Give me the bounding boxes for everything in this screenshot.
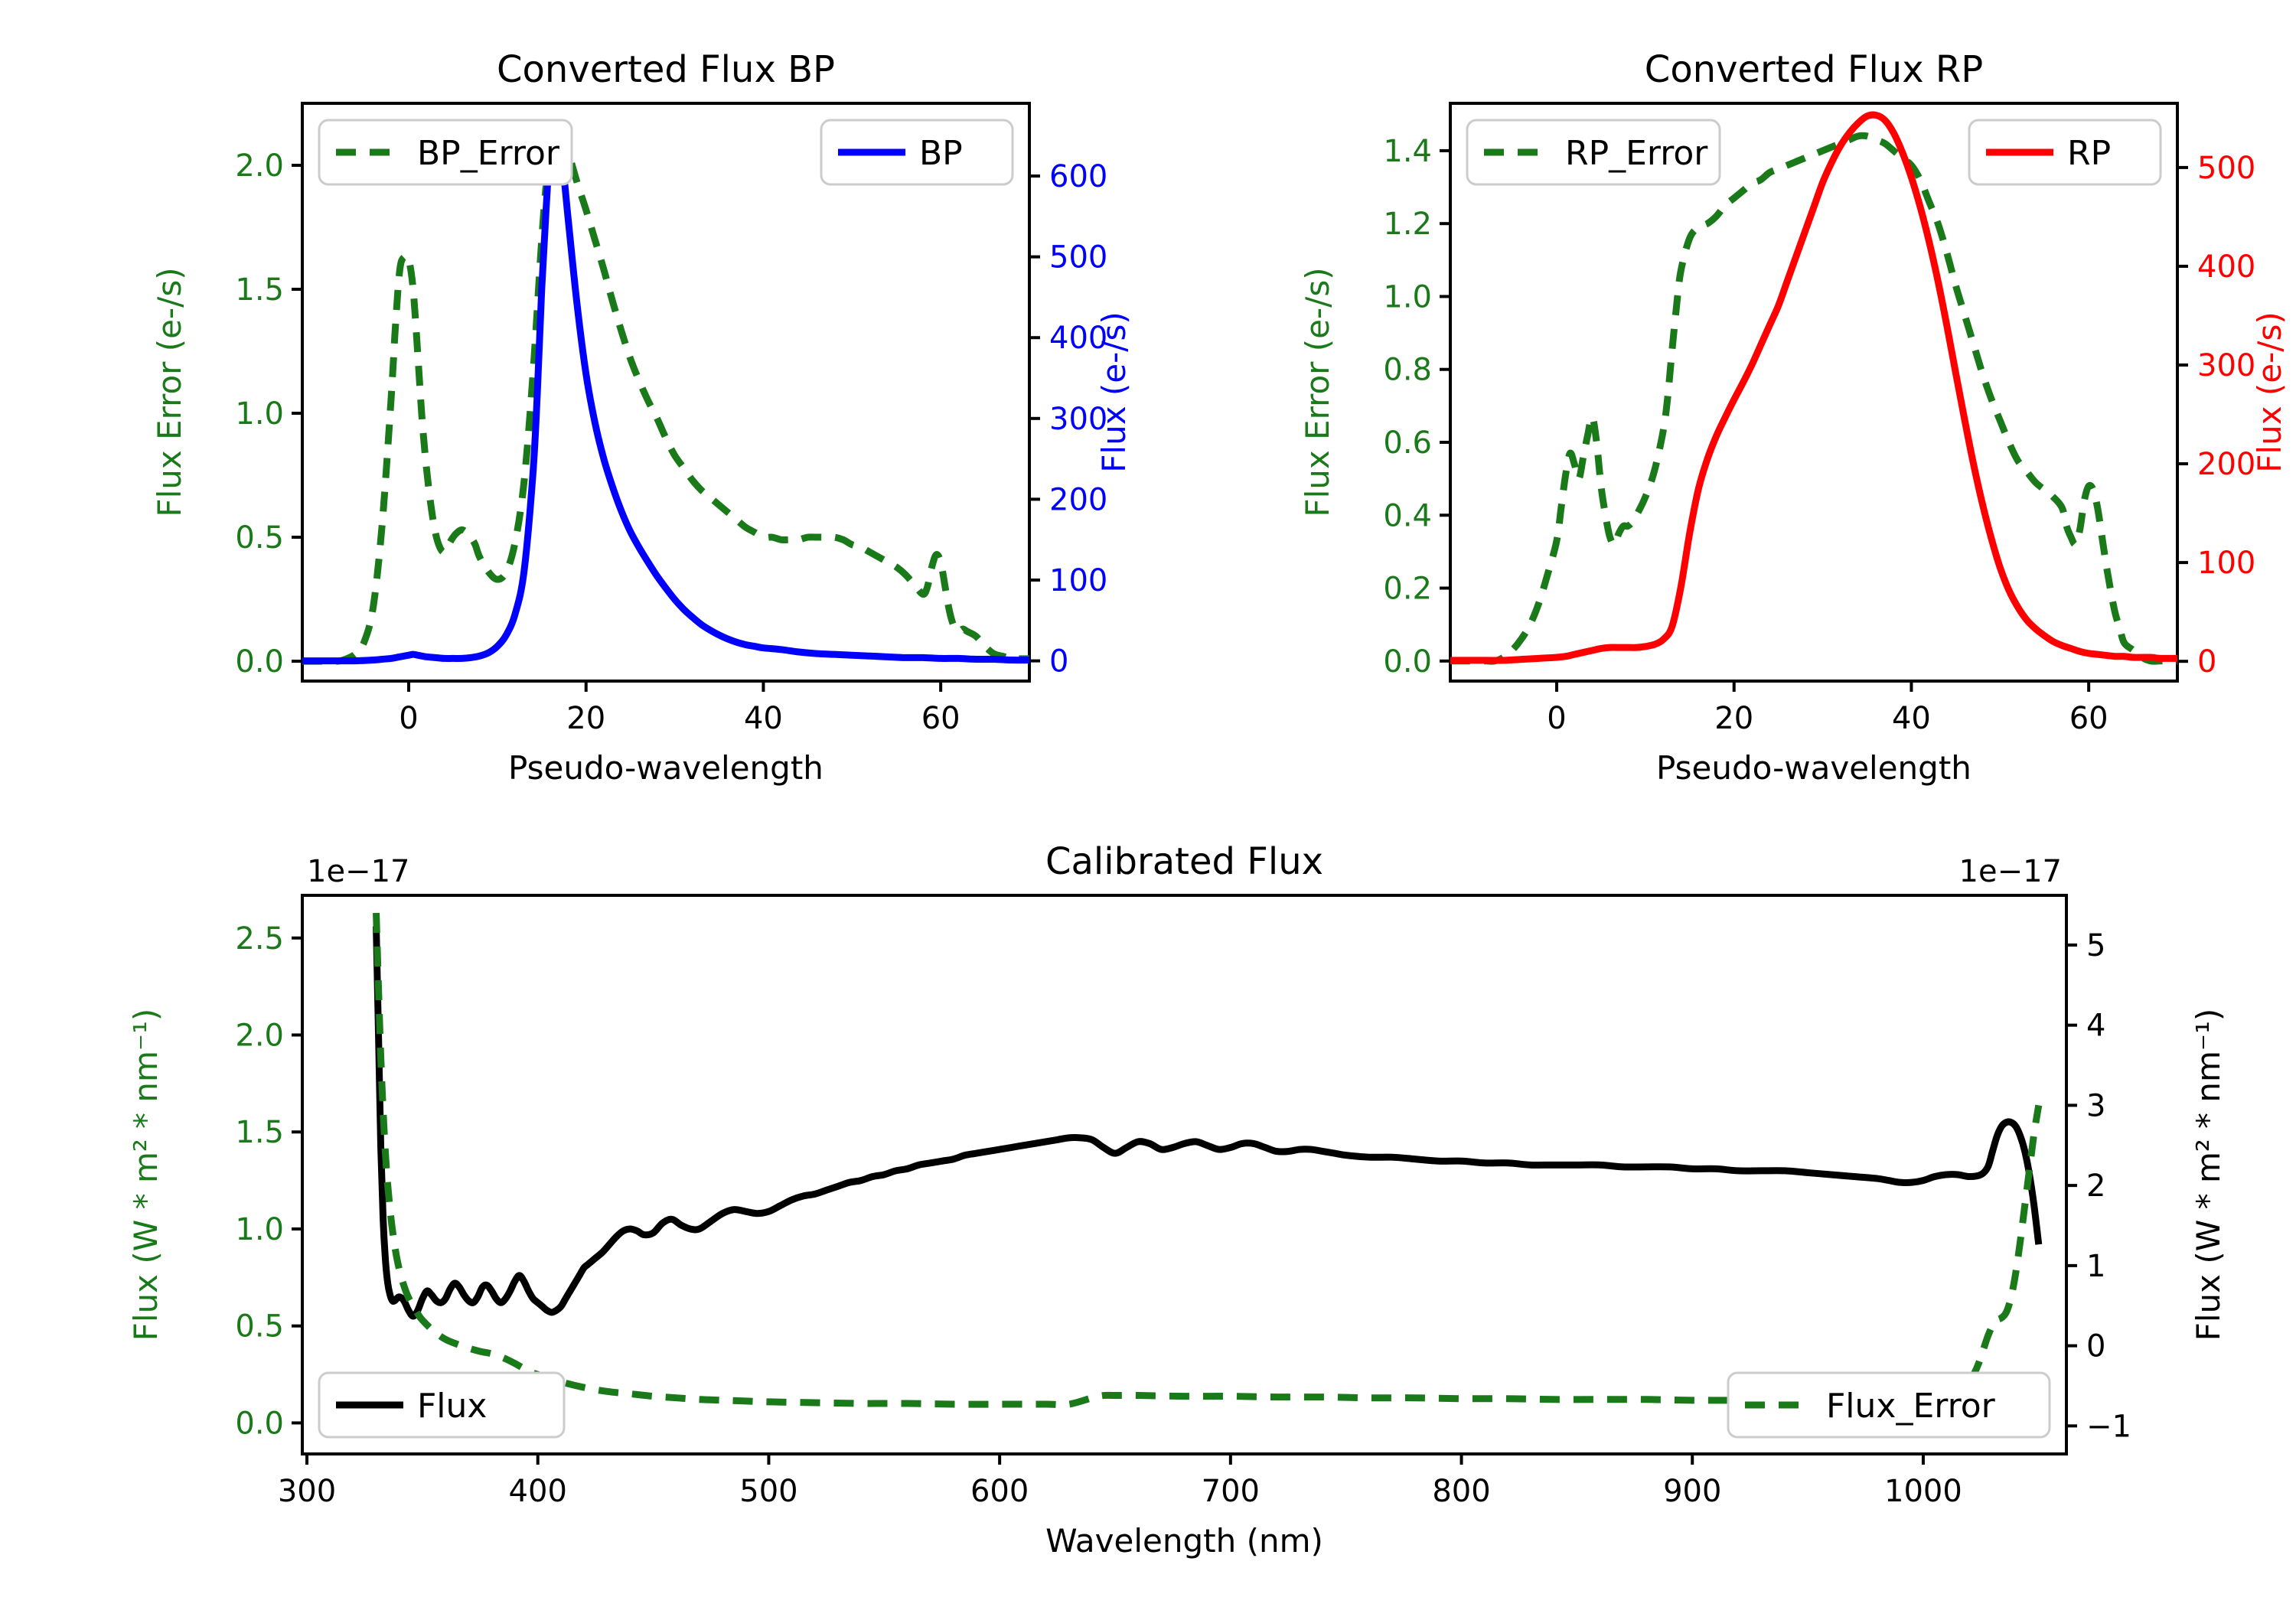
x-tick-label: 20 <box>1714 701 1753 736</box>
x-axis-label: Wavelength (nm) <box>1045 1522 1323 1560</box>
y-tick-label-right: 5 <box>2086 928 2105 963</box>
x-tick-label: 500 <box>739 1474 797 1509</box>
y-tick-label-right: 300 <box>1049 402 1107 437</box>
legend-box[interactable] <box>318 1371 566 1439</box>
x-tick-label: 700 <box>1202 1474 1260 1509</box>
y-axis-left-label: Flux Error (e-/s) <box>1299 267 1336 517</box>
legend-label-flux: Flux <box>417 1387 487 1426</box>
plot-frame <box>301 894 2068 1455</box>
y-tick-label-left: 1.0 <box>235 1212 284 1247</box>
chart-title: Converted Flux RP <box>1645 48 1983 91</box>
y-tick-label-left: 1.4 <box>1383 134 1432 169</box>
legend-label-bp: BP <box>919 134 963 173</box>
x-tick-label: 20 <box>566 701 605 736</box>
x-axis-label: Pseudo-wavelength <box>1656 749 1971 787</box>
y-axis-left-offset-label: 1e−17 <box>307 854 409 889</box>
y-tick-label-left: 1.0 <box>235 396 284 432</box>
y-tick-label-right: 200 <box>2197 447 2255 482</box>
y-tick-label-right: 0 <box>2197 644 2216 680</box>
y-axis-right-label: Flux (e-/s) <box>1095 311 1133 472</box>
y-tick-label-right: 300 <box>2197 348 2255 383</box>
y-axis-right-label: Flux (W * m² * nm⁻¹) <box>2190 1009 2227 1341</box>
subplot-calibrated-flux: Calibrated Flux 1e−17 1e−17 300 400 500 600 700… <box>0 819 2296 1607</box>
y-tick-label-right: −1 <box>2086 1409 2131 1444</box>
legend-box[interactable] <box>1466 119 1721 186</box>
y-tick-label-left: 0.4 <box>1383 498 1432 533</box>
y-tick-label-right: 0 <box>1049 644 1068 680</box>
x-tick-label: 900 <box>1663 1474 1721 1509</box>
x-tick-label: 300 <box>278 1474 336 1509</box>
subplot-converted-flux-rp: Converted Flux RP 0 20 40 60 Pseudo-wavelengt… <box>1148 46 2296 819</box>
x-tick-label: 0 <box>399 701 418 736</box>
y-tick-label-left: 0.0 <box>1383 644 1432 680</box>
legend-box[interactable] <box>318 119 573 186</box>
x-tick-label: 600 <box>970 1474 1029 1509</box>
y-tick-label-right: 2 <box>2086 1169 2105 1204</box>
chart-svg-calibrated: Calibrated Flux 1e−17 1e−17 300 400 500 600 700… <box>127 840 2227 1560</box>
y-tick-label-left: 0.2 <box>1383 572 1432 607</box>
chart-svg-rp: Converted Flux RP 0 20 40 60 Pseudo-wavelengt… <box>1299 48 2288 787</box>
series-line-flux <box>373 926 2043 1320</box>
y-tick-label-left: 1.0 <box>1383 279 1432 315</box>
series-line-bp <box>302 124 1029 665</box>
x-tick-label: 60 <box>921 701 960 736</box>
y-tick-label-right: 200 <box>1049 482 1107 517</box>
y-tick-label-left: 0.5 <box>235 1309 284 1345</box>
chart-title: Calibrated Flux <box>1045 840 1323 883</box>
y-tick-label-left: 0.5 <box>235 520 284 556</box>
y-tick-label-right: 400 <box>1049 321 1107 356</box>
series-line-bp_error <box>302 128 1029 665</box>
legend-label-flux_error: Flux_Error <box>1826 1387 1996 1426</box>
y-tick-label-right: 400 <box>2197 249 2255 285</box>
x-tick-label: 0 <box>1547 701 1566 736</box>
y-tick-label-right: 0 <box>2086 1329 2105 1364</box>
y-axis-right-label: Flux (e-/s) <box>2251 311 2288 472</box>
y-tick-label-right: 500 <box>1049 240 1107 275</box>
y-axis-left-label: Flux Error (e-/s) <box>151 267 188 517</box>
y-tick-label-left: 2.0 <box>235 1019 284 1054</box>
series-line-flux_error <box>373 912 2043 1409</box>
legend-label-rp_error: RP_Error <box>1565 134 1708 173</box>
plot-frame <box>301 102 1031 683</box>
y-tick-label-right: 3 <box>2086 1088 2105 1123</box>
series-line-rp_error <box>1450 132 2177 665</box>
x-tick-label: 40 <box>1892 701 1931 736</box>
x-tick-label: 60 <box>2069 701 2108 736</box>
subplot-converted-flux-bp: Converted Flux BP 0 20 40 60 Pseudo-wavelengt… <box>0 46 1148 819</box>
y-tick-label-left: 0.0 <box>235 644 284 680</box>
legend-label-bp_error: BP_Error <box>417 134 560 173</box>
y-tick-label-right: 100 <box>2197 546 2255 581</box>
chart-title: Converted Flux BP <box>497 48 835 91</box>
plot-frame <box>1449 102 2179 683</box>
y-tick-label-right: 4 <box>2086 1009 2105 1044</box>
x-tick-label: 800 <box>1432 1474 1490 1509</box>
y-tick-label-left: 0.6 <box>1383 425 1432 461</box>
legend-label-rp: RP <box>2067 134 2111 173</box>
legend-box[interactable] <box>1727 1371 2051 1439</box>
legend-box[interactable] <box>1968 119 2162 186</box>
x-tick-label: 40 <box>744 701 783 736</box>
y-tick-label-right: 100 <box>1049 563 1107 598</box>
y-tick-label-left: 0.0 <box>235 1406 284 1441</box>
series-line-rp <box>1450 111 2177 664</box>
chart-svg-bp: Converted Flux BP 0 20 40 60 Pseudo-wavelengt… <box>151 48 1133 787</box>
legend-box[interactable] <box>820 119 1014 186</box>
y-tick-label-right: 1 <box>2086 1249 2105 1284</box>
y-axis-right-offset-label: 1e−17 <box>1959 854 2062 889</box>
x-tick-label: 400 <box>509 1474 567 1509</box>
y-tick-label-right: 600 <box>1049 159 1107 194</box>
y-tick-label-right: 500 <box>2197 151 2255 186</box>
y-axis-left-label: Flux (W * m² * nm⁻¹) <box>127 1009 165 1341</box>
x-tick-label: 1000 <box>1884 1474 1962 1509</box>
x-axis-label: Pseudo-wavelength <box>508 749 823 787</box>
y-tick-label-left: 1.2 <box>1383 207 1432 242</box>
y-tick-label-left: 2.5 <box>235 921 284 957</box>
y-tick-label-left: 0.8 <box>1383 353 1432 388</box>
y-tick-label-left: 2.0 <box>235 148 284 184</box>
y-tick-label-left: 1.5 <box>235 272 284 308</box>
y-tick-label-left: 1.5 <box>235 1115 284 1150</box>
